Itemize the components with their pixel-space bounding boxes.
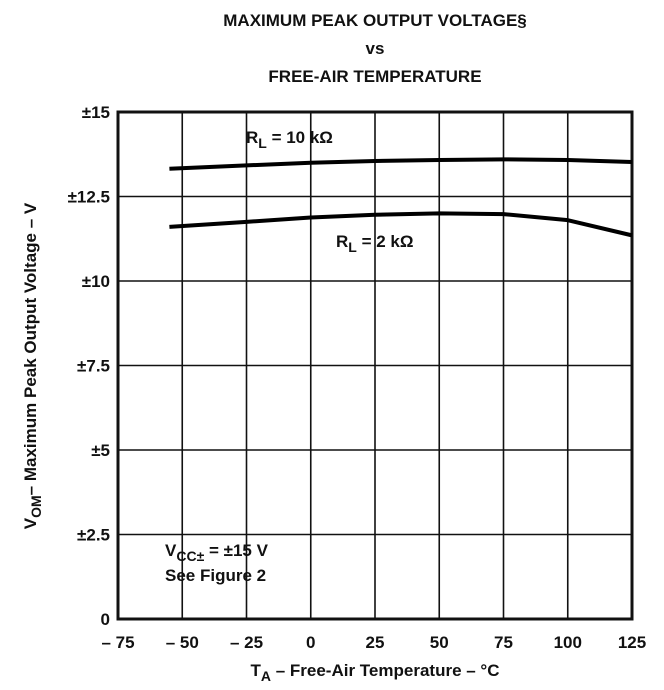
y-axis-label: VOM– Maximum Peak Output Voltage – V bbox=[21, 202, 44, 529]
chart-title: FREE-AIR TEMPERATURE bbox=[268, 67, 481, 86]
y-axis-label-rest: – Maximum Peak Output Voltage – V bbox=[21, 202, 40, 495]
x-tick-label: 125 bbox=[618, 633, 646, 652]
annotation-main: R bbox=[336, 232, 348, 251]
y-tick-label: 0 bbox=[101, 610, 110, 629]
x-tick-label: – 75 bbox=[101, 633, 134, 652]
annotation-rest: = 10 kΩ bbox=[267, 128, 333, 147]
x-axis-label-rest: – Free-Air Temperature – °C bbox=[271, 661, 500, 680]
x-tick-label: – 25 bbox=[230, 633, 263, 652]
plot-border bbox=[116, 110, 634, 621]
x-tick-label: 25 bbox=[366, 633, 385, 652]
x-tick-label: 100 bbox=[554, 633, 582, 652]
annotation: RL = 10 kΩ bbox=[246, 128, 333, 151]
x-axis-label-sub: A bbox=[261, 668, 271, 684]
annotation: See Figure 2 bbox=[165, 566, 266, 585]
x-tick-label: – 50 bbox=[166, 633, 199, 652]
annotation: VCC± = ±15 V bbox=[165, 541, 269, 564]
y-tick-label: ±12.5 bbox=[68, 188, 110, 207]
chart-title: MAXIMUM PEAK OUTPUT VOLTAGE§ bbox=[223, 11, 527, 30]
annotation-main: See Figure 2 bbox=[165, 566, 266, 585]
x-tick-label: 50 bbox=[430, 633, 449, 652]
y-tick-label: ±15 bbox=[82, 103, 110, 122]
x-tick-label: 75 bbox=[494, 633, 513, 652]
chart-title: vs bbox=[366, 39, 385, 58]
annotation-sub: CC± bbox=[176, 548, 204, 564]
annotation-sub: L bbox=[258, 135, 267, 151]
annotation-main: V bbox=[165, 541, 177, 560]
x-axis-label-main: T bbox=[250, 661, 261, 680]
annotation-rest: = ±15 V bbox=[204, 541, 268, 560]
y-tick-label: ±10 bbox=[82, 272, 110, 291]
y-tick-label: ±7.5 bbox=[77, 357, 110, 376]
annotation: RL = 2 kΩ bbox=[336, 232, 413, 255]
y-axis-label-sub: OM bbox=[28, 495, 44, 518]
data-line bbox=[169, 211, 633, 238]
y-tick-label: ±5 bbox=[91, 441, 110, 460]
annotation-rest: = 2 kΩ bbox=[357, 232, 414, 251]
annotation-main: R bbox=[246, 128, 258, 147]
x-tick-label: 0 bbox=[306, 633, 315, 652]
annotation-sub: L bbox=[348, 239, 357, 255]
data-line bbox=[169, 157, 633, 171]
y-axis-label-main: V bbox=[21, 517, 40, 529]
x-axis-label: TA – Free-Air Temperature – °C bbox=[250, 661, 499, 684]
y-tick-label: ±2.5 bbox=[77, 526, 110, 545]
